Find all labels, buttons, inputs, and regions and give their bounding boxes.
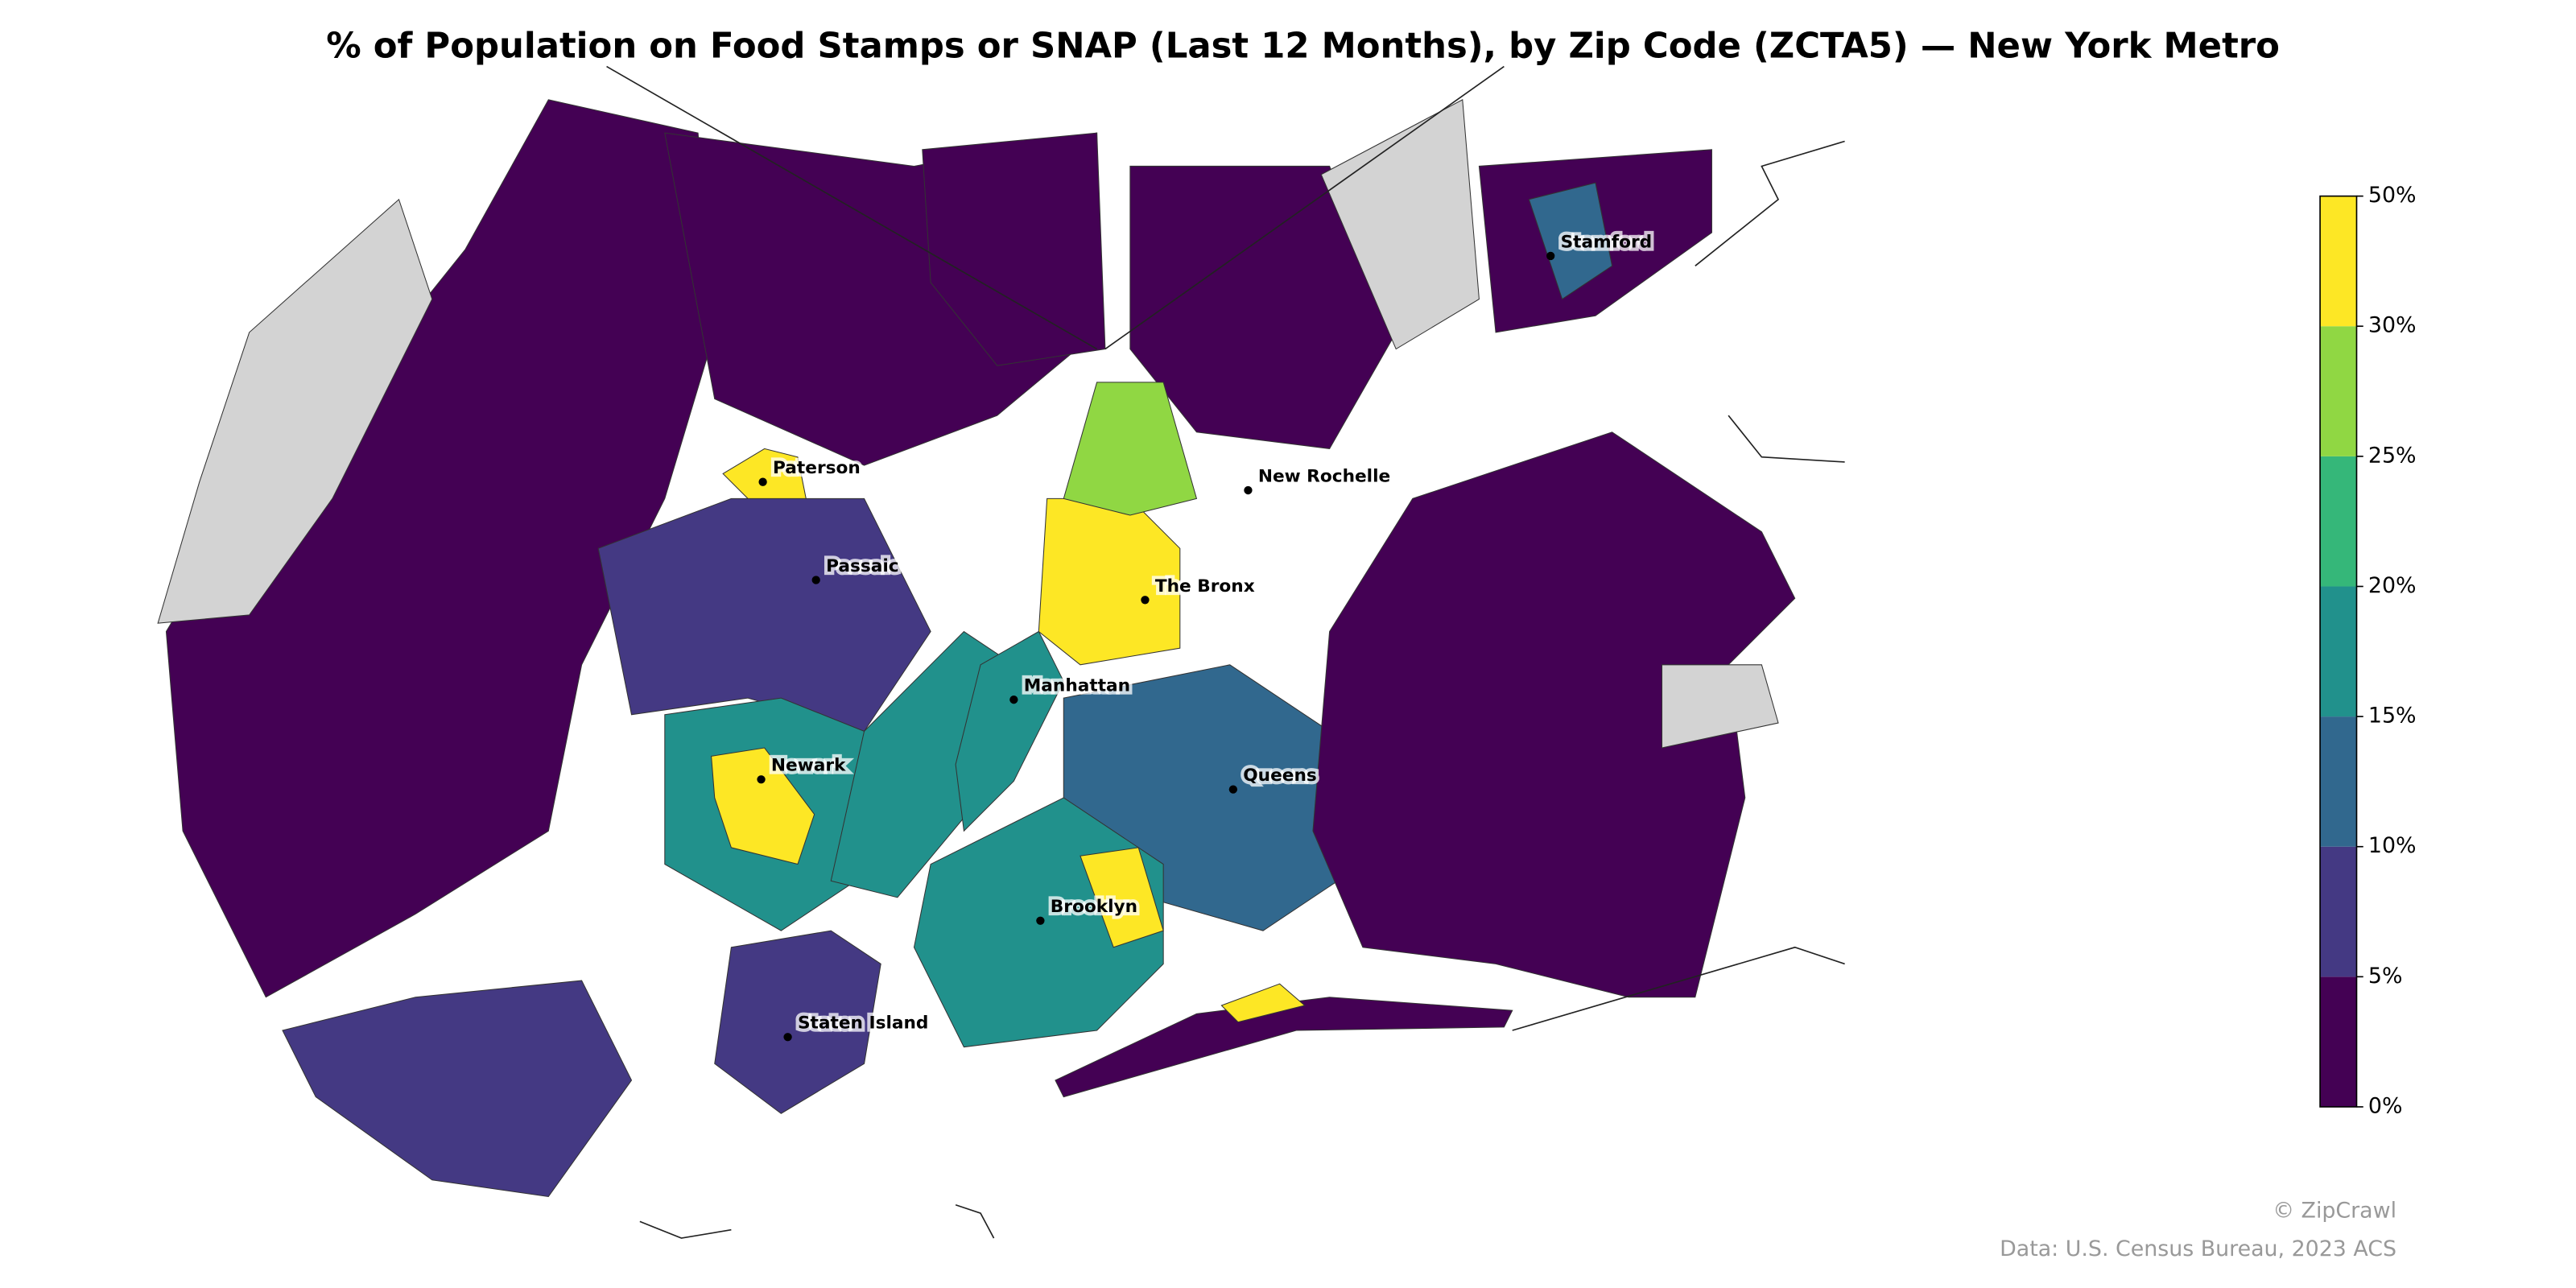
chart-title: % of Population on Food Stamps or SNAP (… [326,26,2280,66]
zip-region [282,980,633,1198]
colorbar-tick-label: 30% [2368,313,2417,338]
city-label: The Bronx [1155,576,1255,597]
colorbar-bin [2320,976,2357,1107]
city-dot [1009,696,1018,704]
zip-region [157,198,433,624]
source: Data: U.S. Census Bureau, 2023 ACS [2000,1236,2396,1261]
colorbar-tick-label: 0% [2368,1093,2403,1118]
coastline [955,1203,995,1239]
colorbar-tick-label: 5% [2368,964,2403,989]
coastline [1512,946,1845,1031]
colorbar-bin [2320,196,2357,327]
city-label: New Rochelle [1258,467,1390,487]
coastline [639,1220,732,1239]
city-label: Paterson [773,458,861,478]
city-dot [758,477,767,486]
zip-region [1063,382,1198,516]
zip-region [1312,431,1796,998]
zip-region [1129,165,1397,449]
city-label: Queens [1243,766,1317,786]
zip-region [1055,997,1513,1098]
city-dot [811,576,820,584]
regions [157,99,1796,1198]
city-label: Staten Island [798,1013,928,1034]
colorbar-bin [2320,456,2357,587]
city-label: Passaic [826,556,899,576]
zip-region [714,930,881,1114]
colorbar-frame [2319,195,2358,1108]
colorbar-bin [2320,586,2357,717]
city-labels: Paterson Passaic The Bronx New Rochelle Stam… [757,229,1655,1042]
city-dot [757,775,766,784]
zip-region [597,497,931,732]
colorbar-tick-label: 25% [2368,443,2417,468]
city-dot [1036,916,1045,925]
colorbar-tick-label: 15% [2368,704,2417,729]
zip-region [1528,182,1613,300]
colorbar-bin [2320,846,2357,977]
colorbar-tick-label: 10% [2368,833,2417,858]
city-dot [1228,785,1238,794]
credit: © ZipCrawl [2273,1199,2396,1224]
city-dot [1141,596,1150,605]
colorbar-tick-label: 20% [2368,573,2417,598]
zip-region [955,630,1064,832]
coastline [1695,140,1845,266]
city-label: Newark [771,756,846,776]
zip-region [1320,99,1480,350]
zip-region [1662,664,1779,749]
city-label: Manhattan [1024,676,1130,696]
zip-region [922,132,1106,366]
state-border [606,65,1097,350]
city-label: Brooklyn [1051,897,1137,917]
coastline [1728,415,1845,463]
coastline [606,65,1845,1239]
city-dot [1244,485,1253,495]
colorbar-bin [2320,716,2357,847]
zip-region [711,747,815,865]
state-border [1104,65,1505,350]
zip-region [1220,983,1306,1023]
city-dot [783,1033,792,1042]
colorbar: 0% 5% 10% 15% 20% 25% 30% 50% [2319,183,2417,1118]
colorbar-tick-label: 50% [2368,183,2417,208]
city-dot [1546,251,1555,261]
zip-region [1080,847,1164,948]
city-label: Stamford [1561,232,1653,252]
colorbar-bin [2320,326,2357,456]
